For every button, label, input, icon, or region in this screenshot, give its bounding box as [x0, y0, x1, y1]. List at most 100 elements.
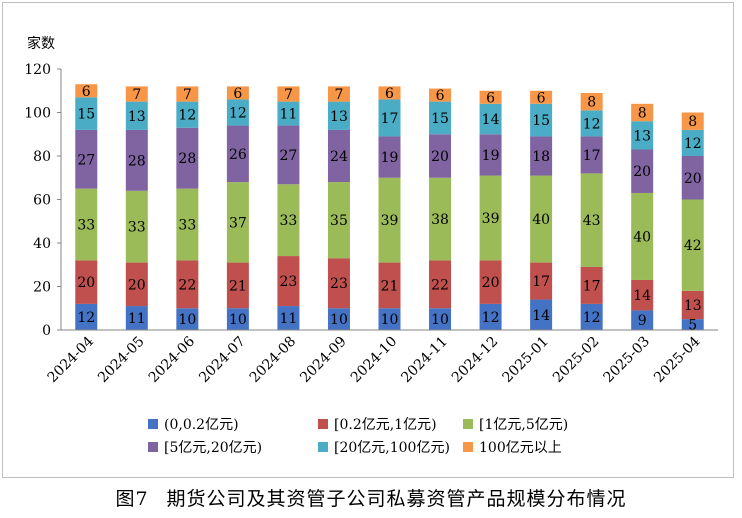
x-tick-label: 2024-06	[146, 333, 199, 386]
x-axis: 2024-042024-052024-062024-072024-082024-…	[45, 329, 718, 386]
bar-segment	[530, 299, 553, 330]
legend-label: [20亿元,100亿元)	[334, 440, 450, 456]
legend-swatch	[463, 442, 473, 452]
bar-segment	[479, 90, 502, 104]
legend: (0,0.2亿元) [0.2亿元,1亿元) [1亿元,5亿元) [5亿元,20亿元) […	[148, 417, 568, 456]
bar-segment	[327, 129, 350, 183]
data-label: 18	[532, 149, 550, 165]
data-label: 20	[684, 171, 702, 187]
data-label: 28	[128, 153, 146, 169]
bar-segment	[429, 308, 452, 330]
data-label: 12	[684, 136, 702, 152]
data-label: 15	[77, 107, 95, 123]
bar-segment	[429, 177, 452, 261]
bar-segment	[226, 182, 249, 263]
bar-segment	[226, 99, 249, 126]
bar-segment	[176, 260, 199, 309]
bar-segment	[327, 101, 350, 130]
data-label: 11	[280, 311, 298, 327]
data-label: 10	[330, 312, 348, 328]
chart-frame: 家数 0 20 40 60 80 100 120 12 20 33 27 15 6 11 20 33 28 13…	[2, 2, 734, 478]
legend-swatch	[318, 419, 328, 429]
bar-segment	[176, 101, 199, 128]
bar-segment	[681, 319, 704, 330]
x-tick-label: 2025-02	[550, 334, 602, 386]
bar-segment	[429, 88, 452, 102]
bar-segment	[631, 121, 654, 150]
bar-stack-2024-06: 10 22 33 28 12 7	[176, 86, 199, 330]
data-label: 9	[638, 313, 647, 329]
data-label: 10	[381, 312, 399, 328]
data-label: 12	[583, 310, 601, 326]
bar-segment	[631, 103, 654, 122]
bar-segment	[277, 306, 300, 330]
x-tick-label: 2025-03	[601, 334, 653, 386]
data-label: 23	[280, 274, 298, 290]
data-label: 10	[431, 312, 449, 328]
x-tick-label: 2024-08	[247, 334, 299, 386]
x-tick-label: 2024-11	[398, 334, 450, 386]
bar-segment	[125, 262, 148, 307]
legend-item: (0,0.2亿元)	[148, 417, 239, 433]
data-label: 13	[128, 109, 146, 125]
y-axis-label: 家数	[27, 35, 55, 52]
data-label: 11	[128, 311, 146, 327]
bar-stack-2025-01: 14 17 40 18 15 6	[530, 90, 553, 330]
data-label: 42	[684, 238, 702, 254]
legend-swatch	[463, 419, 473, 429]
data-label: 6	[486, 90, 495, 106]
data-label: 33	[128, 220, 146, 236]
bar-segment	[125, 306, 148, 330]
bar-stack-2025-04: 5 13 42 20 12 8	[681, 112, 704, 334]
data-label: 12	[583, 116, 601, 132]
data-label: 23	[330, 276, 348, 292]
bar-segment	[277, 184, 300, 257]
y-tick-label: 120	[24, 62, 51, 78]
bar-segment	[327, 308, 350, 330]
bar-segment	[580, 136, 603, 174]
legend-item: [1亿元,5亿元)	[463, 417, 568, 433]
data-label: 20	[77, 275, 95, 291]
bar-segment	[327, 86, 350, 102]
figure-title: 期货公司及其资管子公司私募资管产品规模分布情况	[166, 488, 627, 510]
data-label: 12	[77, 310, 95, 326]
bar-segment	[479, 303, 502, 330]
y-tick-label: 0	[42, 323, 51, 339]
y-tick-label: 40	[33, 236, 51, 252]
data-label: 22	[178, 277, 196, 293]
data-label: 13	[330, 109, 348, 125]
legend-label: 100亿元以上	[479, 440, 562, 456]
y-tick-label: 20	[33, 280, 51, 296]
legend-item: 100亿元以上	[463, 440, 562, 456]
data-label: 6	[233, 86, 242, 102]
bar-stack-2024-12: 12 20 39 19 14 6	[479, 90, 502, 330]
data-label: 39	[482, 211, 500, 227]
data-label: 10	[229, 312, 247, 328]
bar-segment	[176, 86, 199, 102]
bar-segment	[580, 303, 603, 330]
bar-segment	[176, 308, 199, 330]
data-label: 40	[633, 229, 651, 245]
data-label: 12	[178, 108, 196, 124]
legend-item: [5亿元,20亿元)	[148, 440, 262, 456]
data-label: 12	[482, 310, 500, 326]
bar-segment	[479, 134, 502, 176]
bar-segment	[631, 310, 654, 330]
x-tick-label: 2025-01	[499, 334, 551, 386]
data-label: 6	[436, 88, 445, 104]
data-label: 15	[431, 111, 449, 127]
bar-segment	[479, 103, 502, 135]
bar-segment	[479, 260, 502, 304]
data-label: 11	[280, 107, 298, 123]
bar-segment	[75, 303, 98, 330]
bar-segment	[277, 125, 300, 185]
bar-segment	[226, 125, 249, 183]
data-label: 7	[132, 87, 141, 103]
bar-segment	[631, 279, 654, 311]
bar-segment	[277, 86, 300, 102]
bar-segment	[75, 129, 98, 189]
bar-segment	[681, 199, 704, 291]
data-label: 6	[82, 84, 91, 100]
bar-segment	[681, 156, 704, 200]
bar-segment	[75, 84, 98, 98]
